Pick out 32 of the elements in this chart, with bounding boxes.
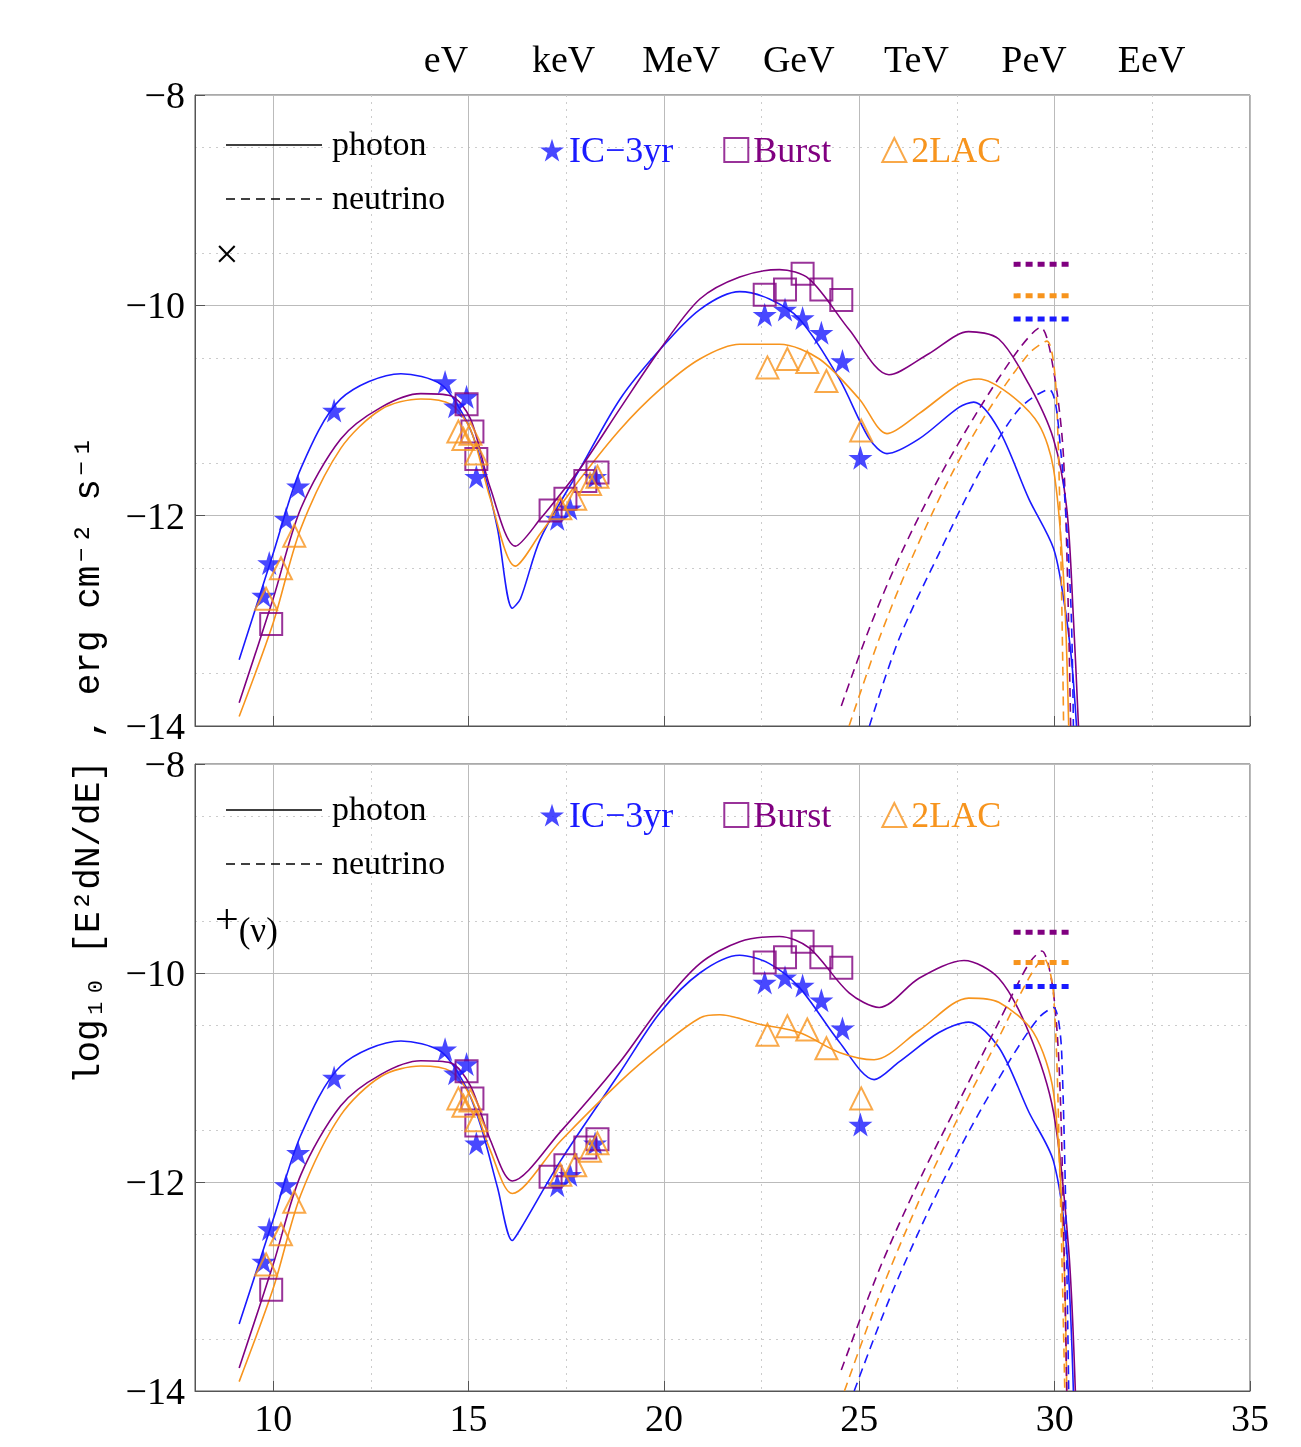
text: MeV	[642, 38, 721, 80]
y-tick-label: −12	[125, 494, 185, 537]
legend-label: 2LAC	[911, 130, 1002, 170]
annotation: neutrino	[332, 844, 446, 881]
x-tick-label: 35	[1231, 1397, 1269, 1439]
annotation: ×	[215, 231, 239, 277]
annotation: +$_{(ν)}$	[215, 896, 278, 951]
legend-label: Burst	[753, 795, 832, 835]
y-tick-label: −14	[125, 1370, 185, 1412]
legend-label: 2LAC	[911, 795, 1002, 835]
text: eV	[423, 38, 469, 80]
text: GeV	[762, 38, 835, 80]
y-tick-label: −10	[125, 952, 185, 994]
legend-label: IC−3yr	[569, 795, 674, 835]
y-tick-label: −12	[125, 1161, 185, 1203]
legend-label: IC−3yr	[569, 130, 674, 170]
x-tick-label: 20	[644, 1397, 683, 1439]
x-tick-label: 25	[840, 1397, 879, 1439]
annotation: photon	[332, 790, 427, 827]
x-tick-label: 15	[449, 1397, 488, 1439]
text: PeV	[1001, 38, 1067, 80]
text: TeV	[883, 38, 949, 80]
y-tick-label: −10	[125, 284, 185, 327]
legend-label: Burst	[753, 130, 832, 170]
text: keV	[531, 38, 596, 80]
y-axis-title: log₁₀ [E²dN/dE] , erg cm⁻² s⁻¹	[68, 435, 110, 1085]
x-tick-label: 30	[1035, 1397, 1074, 1439]
x-tick-label: 10	[254, 1397, 293, 1439]
y-tick-label: −8	[144, 74, 185, 116]
annotation: neutrino	[332, 179, 446, 216]
text: EeV	[1117, 38, 1186, 80]
annotation: photon	[332, 125, 427, 162]
